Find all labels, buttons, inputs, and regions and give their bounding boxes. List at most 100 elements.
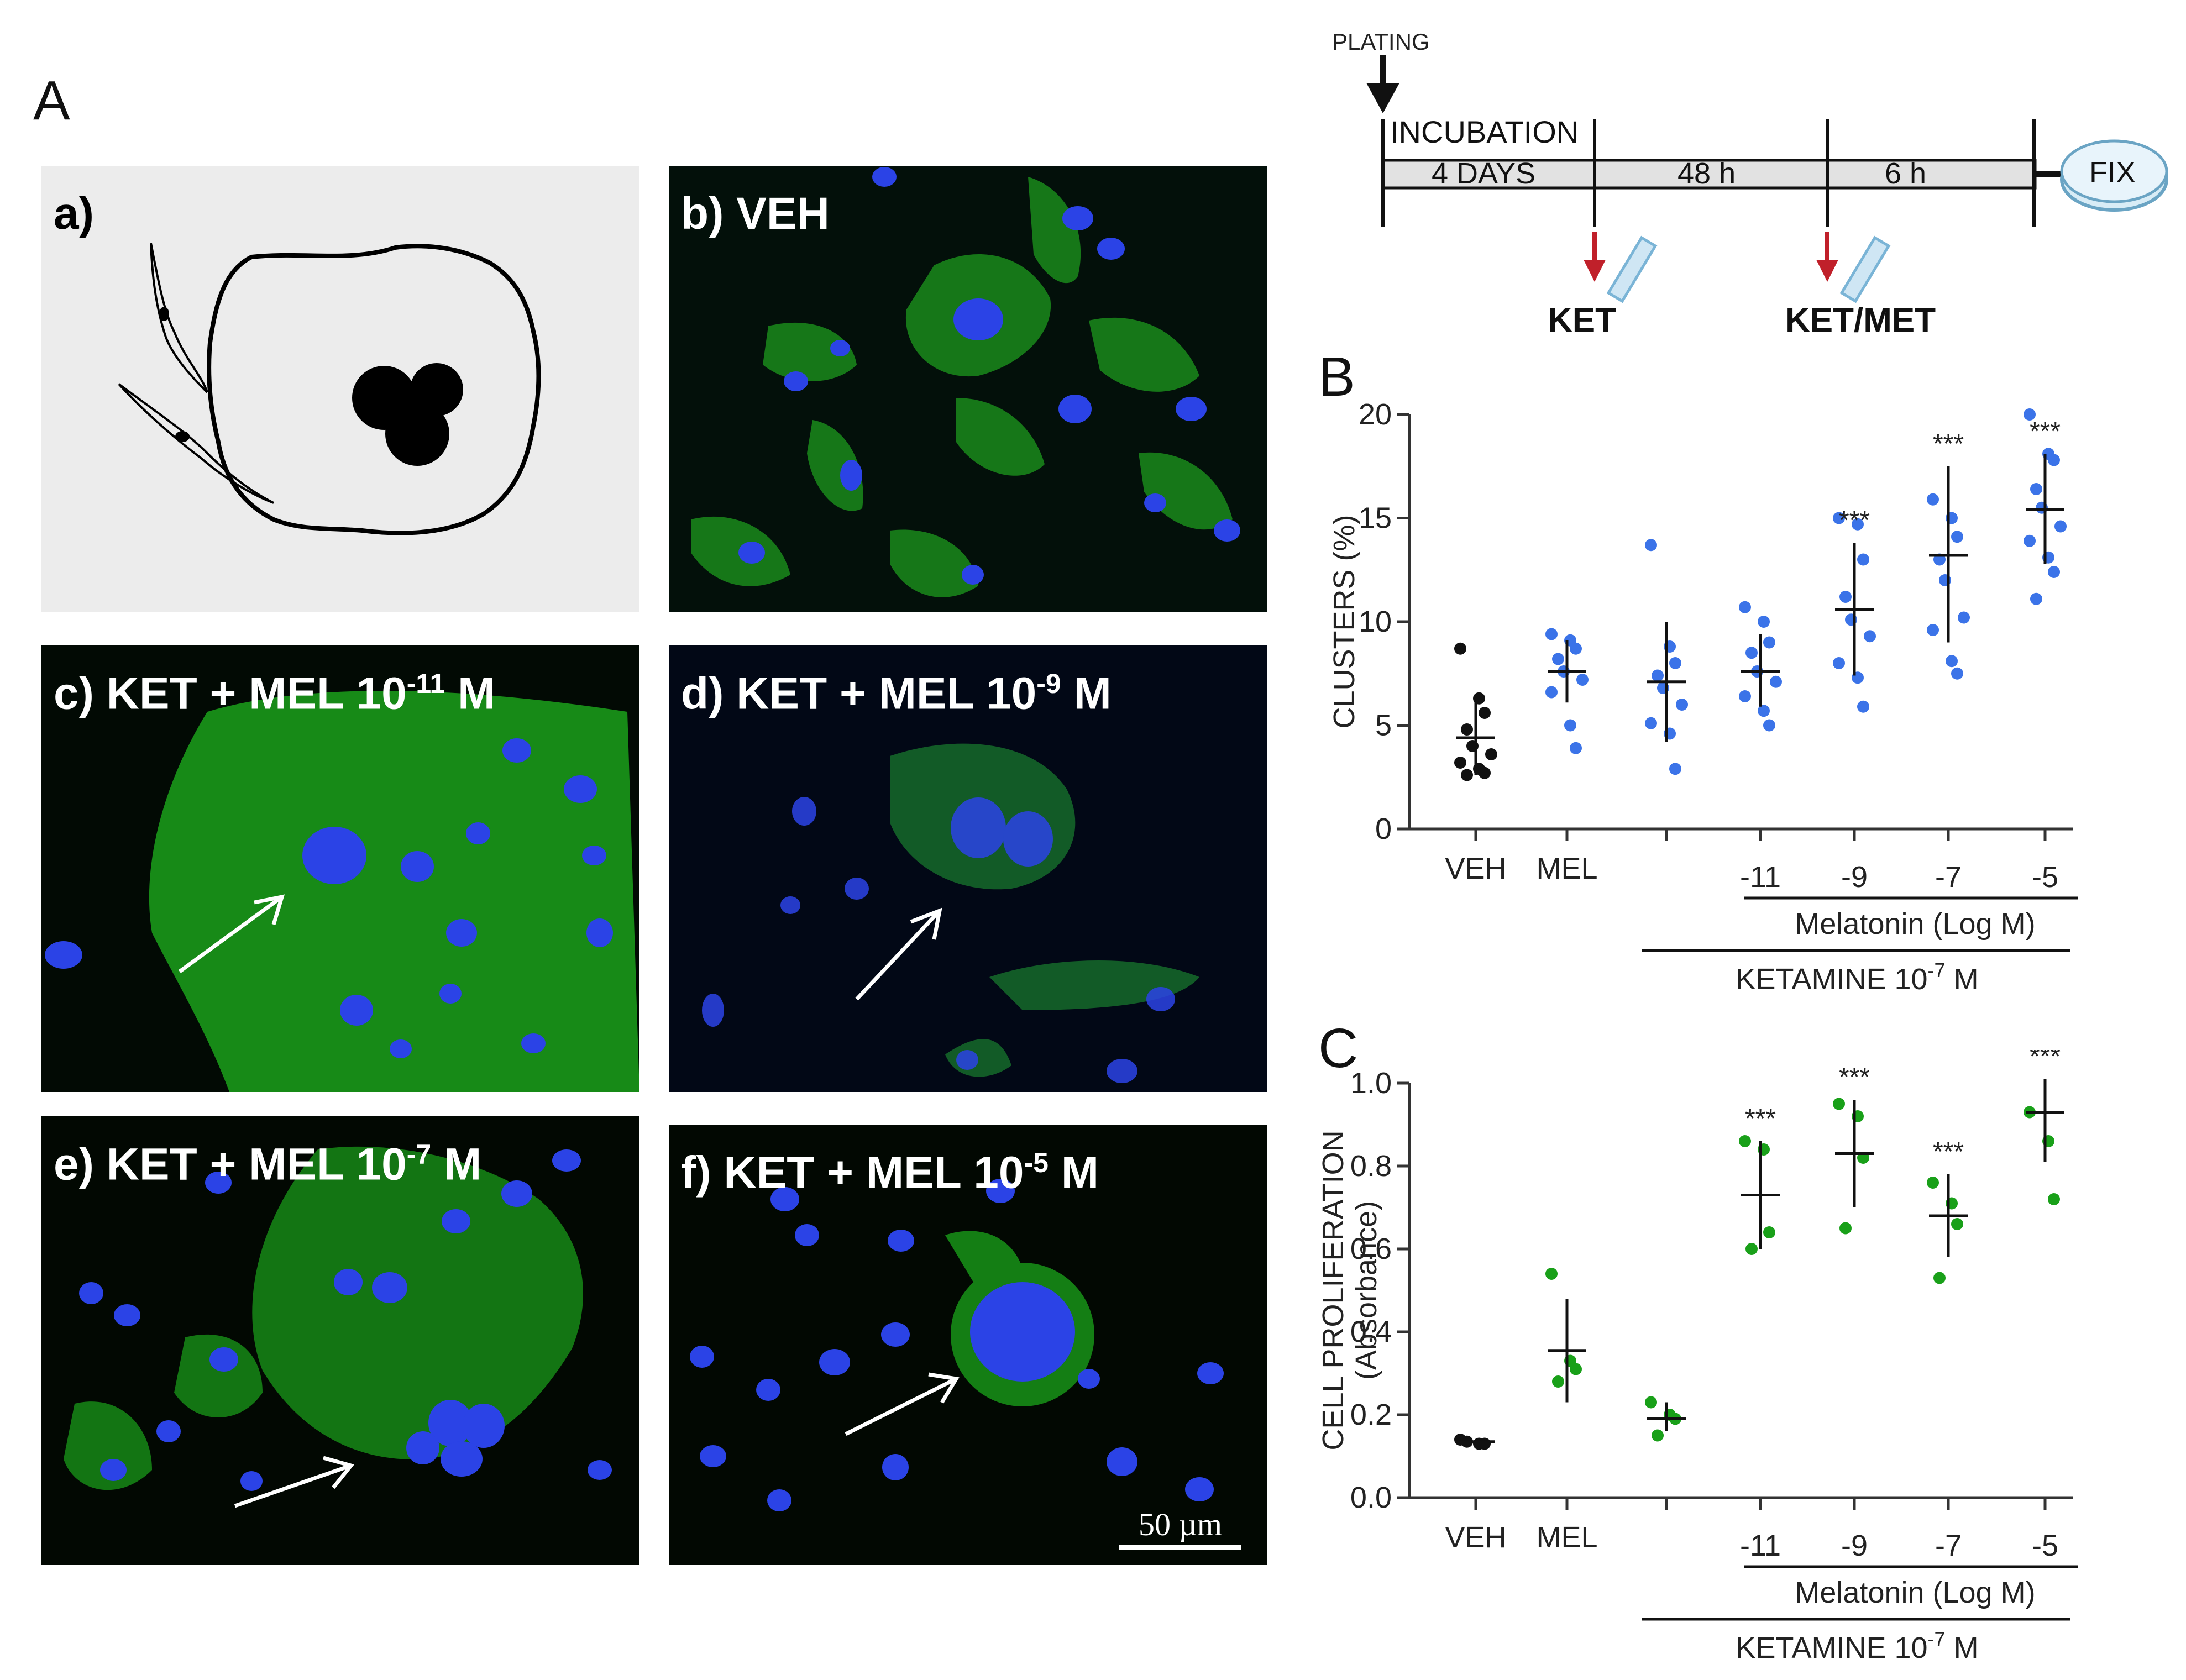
data-point xyxy=(1927,493,1939,506)
data-point xyxy=(1676,699,1688,711)
h48-label: 48 h xyxy=(1677,157,1736,190)
data-point xyxy=(1552,653,1564,665)
data-point xyxy=(1645,539,1657,552)
y-axis-label: CLUSTERS (%) xyxy=(1328,514,1361,728)
data-point xyxy=(1739,1135,1751,1147)
y-tick-label: 1.0 xyxy=(1350,1067,1392,1100)
y-axis-label-2: (Absorbance) xyxy=(1350,1201,1383,1380)
chart-b-clusters: 0 5 10 15 20 VEH MEL -11 -9 -7 -5 Melatonin (Log M)… xyxy=(1328,398,2078,996)
x-tick-label: -5 xyxy=(2032,1529,2058,1562)
micrograph-c: c) KET + MEL 10-11 M xyxy=(41,645,639,1092)
data-point xyxy=(1669,657,1681,669)
chart-c-proliferation: 0.0 0.2 0.4 0.6 0.8 1.0 VEH MEL -11 -9 -7 -5 Melaton… xyxy=(1317,1050,2078,1665)
data-point xyxy=(1454,757,1466,769)
data-point xyxy=(1951,1218,1963,1230)
data-point xyxy=(1833,657,1845,669)
timeline-diagram: PLATING INCUBATION 4 DAYS 48 h 6 h FIX K… xyxy=(1332,29,2168,339)
y-axis-label: CELL PROLIFERATION xyxy=(1317,1130,1350,1450)
h6-label: 6 h xyxy=(1885,157,1926,190)
panel-letter-c: C xyxy=(1318,1017,1359,1079)
significance-label: *** xyxy=(1933,429,1964,459)
data-point xyxy=(1652,669,1664,682)
data-point xyxy=(1852,518,1864,531)
data-point xyxy=(1479,707,1491,719)
data-point xyxy=(1545,686,1558,699)
x-tick-label: -11 xyxy=(1740,1529,1781,1562)
ket-arrow-icon xyxy=(1584,260,1606,282)
scale-bar-label: 50 µm xyxy=(1139,1506,1223,1542)
data-point xyxy=(1839,1222,1852,1235)
data-point xyxy=(2030,592,2042,605)
plating-arrow-icon xyxy=(1366,83,1399,113)
plating-label: PLATING xyxy=(1332,29,1430,55)
micrograph-b-label: b) VEH xyxy=(681,188,830,239)
y-tick-label: 0 xyxy=(1375,812,1392,846)
y-tick-label: 20 xyxy=(1359,398,1392,431)
data-point xyxy=(1564,719,1576,732)
x-tick-label: -7 xyxy=(1935,1529,1962,1562)
x-tick-label: -9 xyxy=(1841,1529,1868,1562)
micrograph-d: d) KET + MEL 10-9 M xyxy=(669,645,1267,1092)
x-tick-label: -11 xyxy=(1740,860,1781,894)
significance-label: *** xyxy=(1933,1137,1964,1167)
micrograph-e: e) KET + MEL 10-7 M xyxy=(41,1116,639,1565)
significance-label: *** xyxy=(1839,506,1870,536)
data-point xyxy=(1745,647,1758,659)
panel-letter-a: A xyxy=(33,70,70,132)
data-point xyxy=(1951,667,1963,680)
data-point xyxy=(1857,700,1869,713)
days-label: 4 DAYS xyxy=(1432,157,1535,190)
data-point xyxy=(1669,763,1681,775)
data-point xyxy=(1570,742,1582,754)
y-tick-label: 0.8 xyxy=(1350,1149,1392,1183)
micrograph-d-label: d) KET + MEL 10-9 M xyxy=(681,668,1112,719)
x-tick-label: -5 xyxy=(2032,860,2058,894)
incubation-label: INCUBATION xyxy=(1390,114,1579,149)
data-point xyxy=(2048,566,2060,578)
data-point xyxy=(1839,591,1852,603)
panel-letter-b: B xyxy=(1318,346,1355,408)
x-tick-label: MEL xyxy=(1536,852,1597,885)
data-point xyxy=(1763,1226,1775,1238)
micrograph-a-sketch: a) xyxy=(41,166,639,612)
data-point xyxy=(1570,642,1582,655)
micrograph-c-label: c) KET + MEL 10-11 M xyxy=(54,668,496,719)
data-point xyxy=(1958,611,1970,624)
data-point xyxy=(1770,675,1782,688)
ketamine-group-label: KETAMINE 10-7 M xyxy=(1736,959,1978,996)
data-point xyxy=(1485,748,1497,760)
data-point xyxy=(1946,655,1958,668)
melatonin-group-label: Melatonin (Log M) xyxy=(1795,1576,2035,1609)
data-point xyxy=(2030,483,2042,495)
data-point xyxy=(1645,717,1657,729)
data-point xyxy=(1927,1177,1939,1189)
data-point xyxy=(1933,1272,1946,1284)
x-tick-label: -9 xyxy=(1841,860,1868,894)
data-point xyxy=(2048,1193,2060,1205)
data-point xyxy=(1645,1396,1657,1409)
fix-label: FIX xyxy=(2089,156,2136,189)
micrograph-f: f) KET + MEL 10-5 M 50 µm xyxy=(669,1125,1267,1565)
x-tick-label: -7 xyxy=(1935,860,1962,894)
cell-sketch-icon xyxy=(118,243,541,536)
x-tick-label: MEL xyxy=(1536,1521,1597,1554)
ketmet-label: KET/MET xyxy=(1785,301,1936,339)
ketmet-arrow-icon xyxy=(1816,260,1838,282)
data-point xyxy=(1758,705,1770,717)
ketamine-group-label: KETAMINE 10-7 M xyxy=(1736,1628,1978,1665)
data-point xyxy=(2024,534,2036,547)
significance-label: *** xyxy=(2030,417,2061,446)
data-point xyxy=(1763,719,1775,732)
data-point xyxy=(1951,531,1963,543)
significance-label: *** xyxy=(2030,1050,2061,1072)
y-tick-label: 10 xyxy=(1359,605,1392,638)
data-point xyxy=(1454,642,1466,655)
data-point xyxy=(1479,767,1491,779)
data-point xyxy=(1461,723,1473,736)
data-point xyxy=(1739,690,1751,702)
data-point xyxy=(1652,1429,1664,1442)
y-tick-label: 0.4 xyxy=(1350,1315,1392,1348)
micrograph-e-label: e) KET + MEL 10-7 M xyxy=(54,1139,482,1190)
data-point xyxy=(1864,630,1876,643)
data-point xyxy=(1745,1243,1758,1255)
